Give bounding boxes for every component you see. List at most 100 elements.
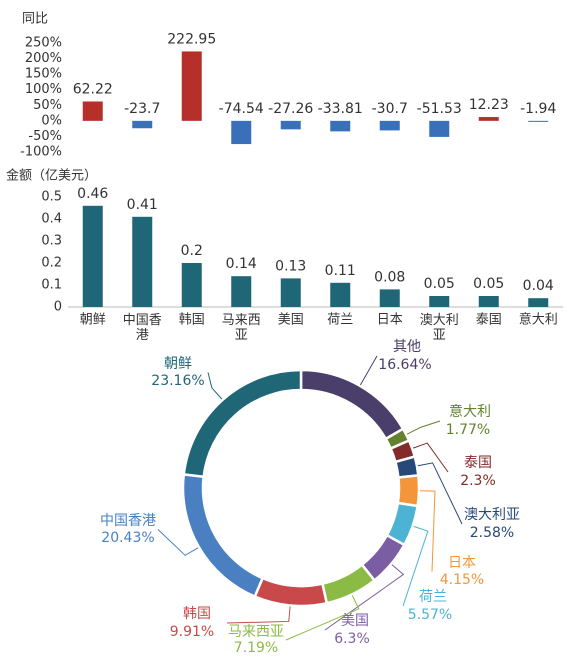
slice-label: 中国香港 [100, 513, 156, 529]
value-label: -23.7 [124, 101, 160, 117]
value-label: -33.81 [318, 101, 363, 117]
slice-percent: 16.64% [378, 357, 431, 373]
slice-percent: 4.15% [440, 572, 484, 588]
slice-label: 美国 [341, 613, 369, 629]
bar [429, 120, 450, 137]
value-label: 0.11 [325, 263, 356, 279]
value-label: 0.08 [374, 269, 405, 285]
bar [181, 51, 202, 121]
value-label: 0.05 [473, 276, 504, 292]
value-label: -30.7 [372, 101, 408, 117]
bar [478, 296, 499, 307]
leader-line [402, 525, 429, 607]
slice-label: 泰国 [464, 455, 492, 471]
donut-slice [181, 473, 265, 599]
bar [82, 205, 103, 307]
y-tick-label: -50% [28, 129, 62, 144]
slice-percent: 1.77% [446, 422, 490, 438]
leader-line [359, 355, 378, 386]
value-label: 0.04 [523, 278, 554, 294]
bar [379, 120, 400, 131]
donut-slice [299, 368, 405, 441]
leader-line [417, 462, 463, 525]
leader-line [157, 529, 199, 556]
bar [132, 216, 153, 307]
bar [82, 101, 103, 121]
value-label: -74.54 [219, 101, 264, 117]
value-label: 0.2 [181, 243, 203, 259]
donut-slice [393, 455, 420, 479]
bar [528, 298, 549, 307]
leader-line [412, 442, 449, 473]
leader-line [207, 372, 223, 400]
value-label: 0.41 [127, 197, 158, 213]
value-label: 62.22 [73, 81, 113, 97]
y-tick-label: -100% [20, 145, 62, 160]
y-tick-label: 0.2 [41, 256, 62, 271]
bar [478, 117, 499, 121]
leader-line [419, 490, 436, 572]
bar [231, 276, 252, 307]
y-tick-label: 0.5 [41, 190, 62, 205]
slice-label: 其他 [393, 339, 421, 355]
bar [330, 120, 351, 132]
slice-label: 澳大利亚 [464, 507, 520, 523]
donut-slice [182, 368, 303, 479]
value-label: 12.23 [469, 97, 509, 113]
leader-line [324, 564, 405, 631]
value-label: 0.05 [424, 276, 455, 292]
slice-percent: 5.57% [408, 607, 452, 623]
slice-label: 朝鲜 [164, 356, 192, 372]
slice-percent: 23.16% [151, 373, 204, 389]
x-tick-label: 中国香港 [123, 313, 162, 343]
value-label: 222.95 [167, 31, 216, 47]
slice-label: 马来西亚 [228, 624, 284, 640]
slice-label: 日本 [448, 555, 476, 571]
value-label: -51.53 [417, 101, 462, 117]
x-tick-label: 荷兰 [327, 313, 353, 328]
donut-slice [320, 562, 377, 605]
bar [231, 120, 252, 145]
x-tick-label: 韩国 [179, 313, 205, 328]
value-label: -1.94 [520, 101, 556, 117]
y-tick-label: 200% [25, 51, 62, 66]
donut-slice [396, 473, 421, 508]
x-tick-label: 朝鲜 [80, 313, 106, 328]
y-axis-label: 同比 [22, 12, 48, 27]
bar [132, 120, 153, 129]
slice-percent: 2.3% [460, 473, 496, 489]
leader-line [226, 606, 291, 624]
bar [528, 120, 549, 122]
y-axis-label: 金额（亿美元） [6, 168, 97, 184]
bar [330, 282, 351, 307]
bar [379, 289, 400, 307]
y-tick-label: 0.3 [41, 234, 62, 249]
value-label: 0.46 [77, 186, 108, 202]
x-tick-label: 泰国 [476, 313, 502, 328]
bar [280, 278, 301, 307]
slice-percent: 6.3% [334, 631, 370, 647]
y-tick-label: 0% [41, 113, 62, 128]
slice-label: 荷兰 [419, 589, 447, 605]
y-tick-label: 0.1 [41, 278, 62, 293]
bar [429, 296, 450, 307]
x-tick-label: 美国 [278, 313, 304, 328]
slice-label: 意大利 [449, 403, 491, 420]
slice-percent: 9.91% [170, 624, 214, 640]
y-tick-label: 50% [33, 98, 62, 113]
y-tick-label: 0.4 [41, 212, 62, 227]
donut-slice [253, 576, 329, 608]
value-label: -27.26 [268, 101, 313, 117]
slice-percent: 2.58% [470, 525, 514, 541]
x-tick-label: 澳大利亚 [420, 312, 459, 343]
x-tick-label: 日本 [377, 313, 403, 328]
slice-percent: 20.43% [101, 530, 154, 546]
leader-line [285, 595, 360, 641]
y-tick-label: 150% [25, 67, 62, 82]
y-tick-label: 0 [54, 300, 62, 315]
y-tick-label: 100% [25, 82, 62, 97]
slice-percent: 7.19% [234, 640, 278, 656]
y-tick-label: 250% [25, 36, 62, 51]
value-label: 0.13 [275, 258, 306, 274]
